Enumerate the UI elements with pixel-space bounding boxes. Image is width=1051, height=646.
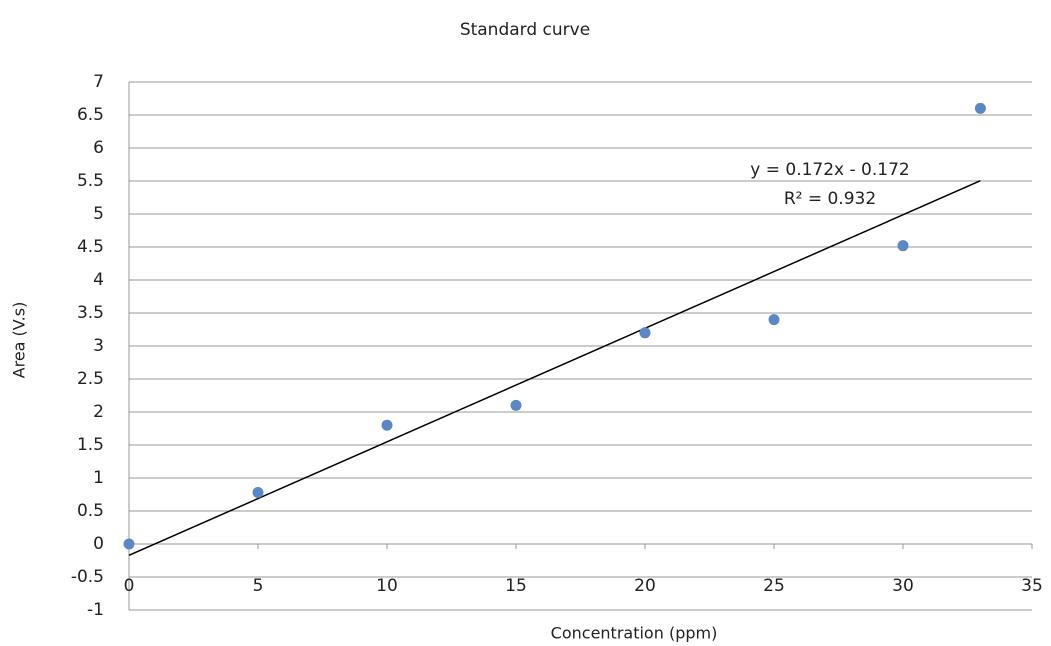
data-point bbox=[639, 327, 651, 339]
x-tick-label: 0 bbox=[124, 576, 135, 596]
y-tick-label: 3.5 bbox=[77, 303, 104, 323]
y-tick-label: 4 bbox=[93, 270, 104, 290]
x-tick-label: 10 bbox=[376, 576, 398, 596]
y-tick-label: 1.5 bbox=[77, 435, 104, 455]
y-tick-label: 0 bbox=[93, 534, 104, 554]
y-tick-label: -1 bbox=[87, 600, 104, 620]
y-tick-label: 3 bbox=[93, 336, 104, 356]
y-tick-label: 5 bbox=[93, 204, 104, 224]
x-axis-label: Concentration (ppm) bbox=[551, 624, 718, 643]
y-tick-label: 1 bbox=[93, 468, 104, 488]
data-point bbox=[381, 419, 393, 431]
y-tick-label: 6.5 bbox=[77, 105, 104, 125]
y-tick-label: 6 bbox=[93, 138, 104, 158]
chart-title: Standard curve bbox=[460, 20, 590, 40]
data-point bbox=[252, 487, 264, 499]
y-tick-label: 5.5 bbox=[77, 171, 104, 191]
y-tick-label: 2 bbox=[93, 402, 104, 422]
x-tick-label: 30 bbox=[892, 576, 914, 596]
x-tick-label: 5 bbox=[253, 576, 264, 596]
y-tick-label: 0.5 bbox=[77, 501, 104, 521]
x-tick-label: 15 bbox=[505, 576, 527, 596]
data-point bbox=[123, 538, 135, 550]
x-tick-label: 35 bbox=[1021, 576, 1043, 596]
y-axis-label: Area (V.s) bbox=[10, 302, 29, 379]
data-point bbox=[974, 102, 986, 114]
data-point bbox=[768, 314, 780, 326]
y-tick-label: -0.5 bbox=[71, 567, 104, 587]
x-tick-label: 25 bbox=[763, 576, 785, 596]
x-tick-label: 20 bbox=[634, 576, 656, 596]
trendline-equation: y = 0.172x - 0.172 bbox=[750, 160, 909, 180]
trendline-r2: R² = 0.932 bbox=[784, 189, 876, 209]
data-point bbox=[510, 399, 522, 411]
trendline bbox=[128, 180, 981, 557]
data-point bbox=[897, 240, 909, 252]
y-tick-label: 7 bbox=[93, 72, 104, 92]
y-tick-label: 2.5 bbox=[77, 369, 104, 389]
y-tick-label: 4.5 bbox=[77, 237, 104, 257]
